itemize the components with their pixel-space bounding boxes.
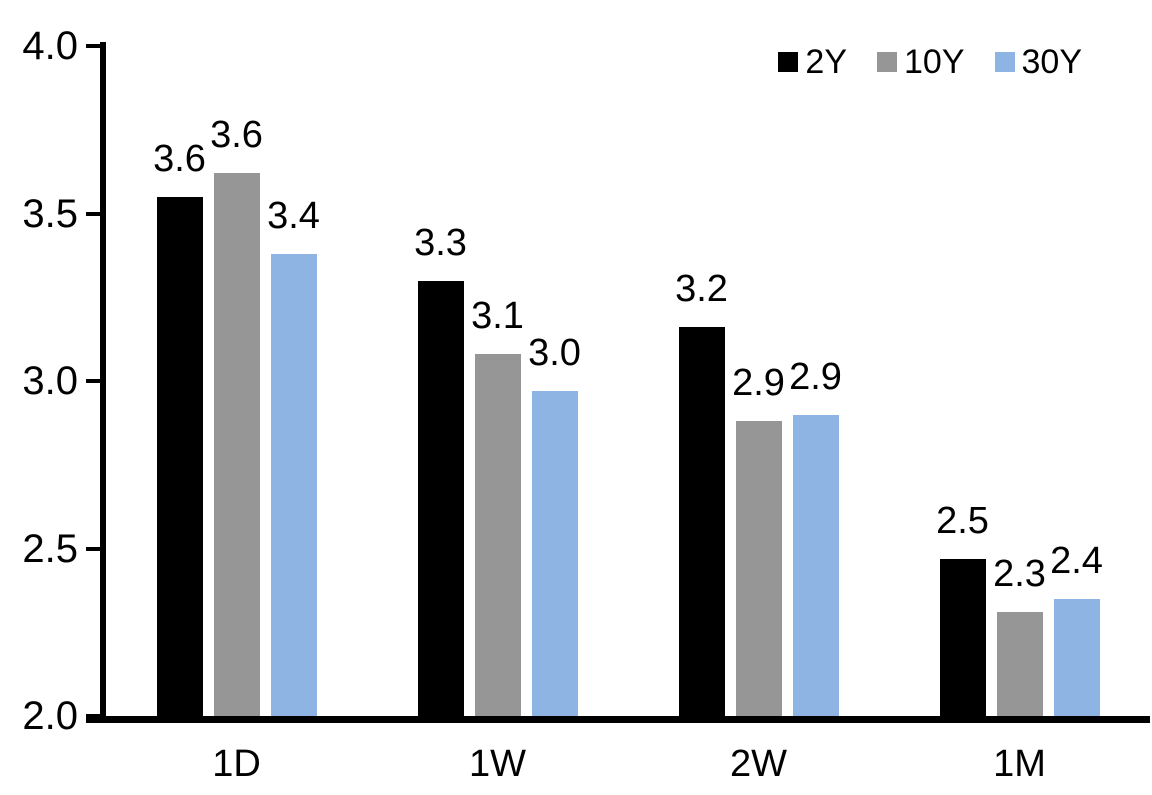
bar-value-label: 3.2: [675, 268, 728, 310]
bar-value-label: 3.4: [267, 195, 320, 237]
y-tick: [86, 379, 100, 383]
bar-value-label: 3.6: [210, 114, 263, 156]
y-tick-label: 3.0: [22, 359, 78, 403]
bar-10Y-1W: [474, 354, 521, 716]
bar-value-label: 3.6: [153, 138, 206, 180]
bar-2Y-1W: [417, 281, 464, 716]
bar-value-label: 2.5: [936, 500, 989, 542]
legend-swatch-icon: [877, 52, 897, 72]
bar-value-label: 2.9: [789, 356, 842, 398]
y-tick: [86, 44, 100, 48]
bar-value-label: 2.9: [732, 362, 785, 404]
legend-item-2Y: 2Y: [778, 42, 847, 82]
bar-value-label: 2.4: [1050, 540, 1103, 582]
legend-item-30Y: 30Y: [994, 42, 1083, 82]
bar-2Y-1M: [939, 559, 986, 716]
y-axis-line: [100, 42, 106, 723]
legend-label: 2Y: [805, 43, 847, 81]
x-axis-line: [86, 716, 1150, 723]
legend-swatch-icon: [778, 52, 799, 72]
y-tick-label: 2.5: [22, 526, 78, 571]
bar-value-label: 2.3: [993, 553, 1046, 595]
y-tick: [86, 211, 100, 216]
x-category-label: 1D: [212, 743, 261, 785]
legend-label: 30Y: [1021, 43, 1083, 81]
y-tick-label: 2.0: [22, 694, 78, 738]
bar-30Y-1M: [1053, 599, 1100, 716]
legend-swatch-icon: [994, 52, 1015, 72]
bar-10Y-1M: [996, 612, 1043, 716]
x-category-label: 2W: [730, 743, 787, 785]
legend-item-10Y: 10Y: [877, 42, 965, 82]
bar-2Y-2W: [678, 327, 725, 716]
legend: 2Y 10Y 30Y: [778, 42, 1082, 82]
y-tick: [86, 714, 100, 718]
y-tick: [86, 546, 100, 551]
y-tick-label: 4.0: [22, 24, 78, 68]
bar-value-label: 3.0: [528, 332, 581, 374]
bar-value-label: 3.3: [414, 222, 467, 264]
y-tick-label: 3.5: [22, 191, 78, 236]
bar-10Y-1D: [213, 173, 260, 716]
x-category-label: 1M: [993, 743, 1046, 785]
legend-label: 10Y: [904, 43, 965, 81]
bar-30Y-1D: [270, 254, 317, 716]
bar-value-label: 3.1: [471, 295, 524, 337]
bar-30Y-2W: [792, 415, 839, 716]
bar-10Y-2W: [735, 421, 782, 716]
bar-2Y-1D: [156, 197, 203, 716]
bar-30Y-1W: [531, 391, 578, 716]
x-category-label: 1W: [469, 743, 526, 785]
